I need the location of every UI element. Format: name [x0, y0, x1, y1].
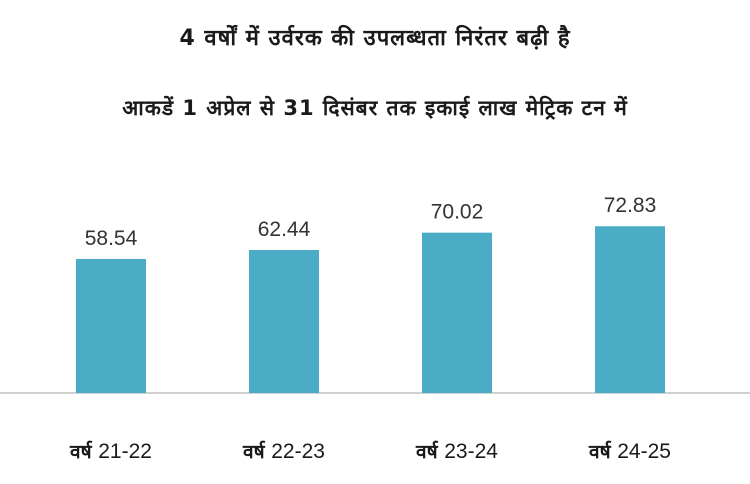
bars-group	[76, 226, 665, 393]
category-labels-group: वर्ष 21-22 वर्ष 22-23 वर्ष 23-24 वर्ष 24-25	[69, 440, 671, 463]
chart-title: 4 वर्षों में उर्वरक की उपलब्धता निरंतर ब…	[179, 26, 571, 51]
category-label-22-23: वर्ष 22-23	[242, 440, 325, 463]
category-label-23-24: वर्ष 23-24	[415, 440, 498, 463]
category-label-21-22: वर्ष 21-22	[69, 440, 152, 463]
value-label-21-22: 58.54	[85, 227, 138, 250]
category-year: 22-23	[271, 440, 325, 463]
category-prefix: वर्ष	[415, 440, 444, 463]
chart-subtitle: आकडें 1 अप्रेल से 31 दिसंबर तक इकाई लाख …	[122, 96, 628, 120]
category-prefix: वर्ष	[242, 440, 271, 463]
category-year: 21-22	[98, 440, 152, 463]
category-year: 23-24	[444, 440, 498, 463]
bar-22-23	[249, 250, 319, 393]
value-label-23-24: 70.02	[431, 201, 484, 224]
value-label-22-23: 62.44	[258, 218, 311, 241]
category-year: 24-25	[617, 440, 671, 463]
category-label-24-25: वर्ष 24-25	[588, 440, 671, 463]
value-labels-group: 58.54 62.44 70.02 72.83	[85, 194, 657, 250]
bar-24-25	[595, 226, 665, 393]
category-prefix: वर्ष	[588, 440, 617, 463]
value-label-24-25: 72.83	[604, 194, 657, 217]
bar-21-22	[76, 258, 146, 393]
category-prefix: वर्ष	[69, 440, 98, 463]
bar-23-24	[422, 232, 492, 393]
